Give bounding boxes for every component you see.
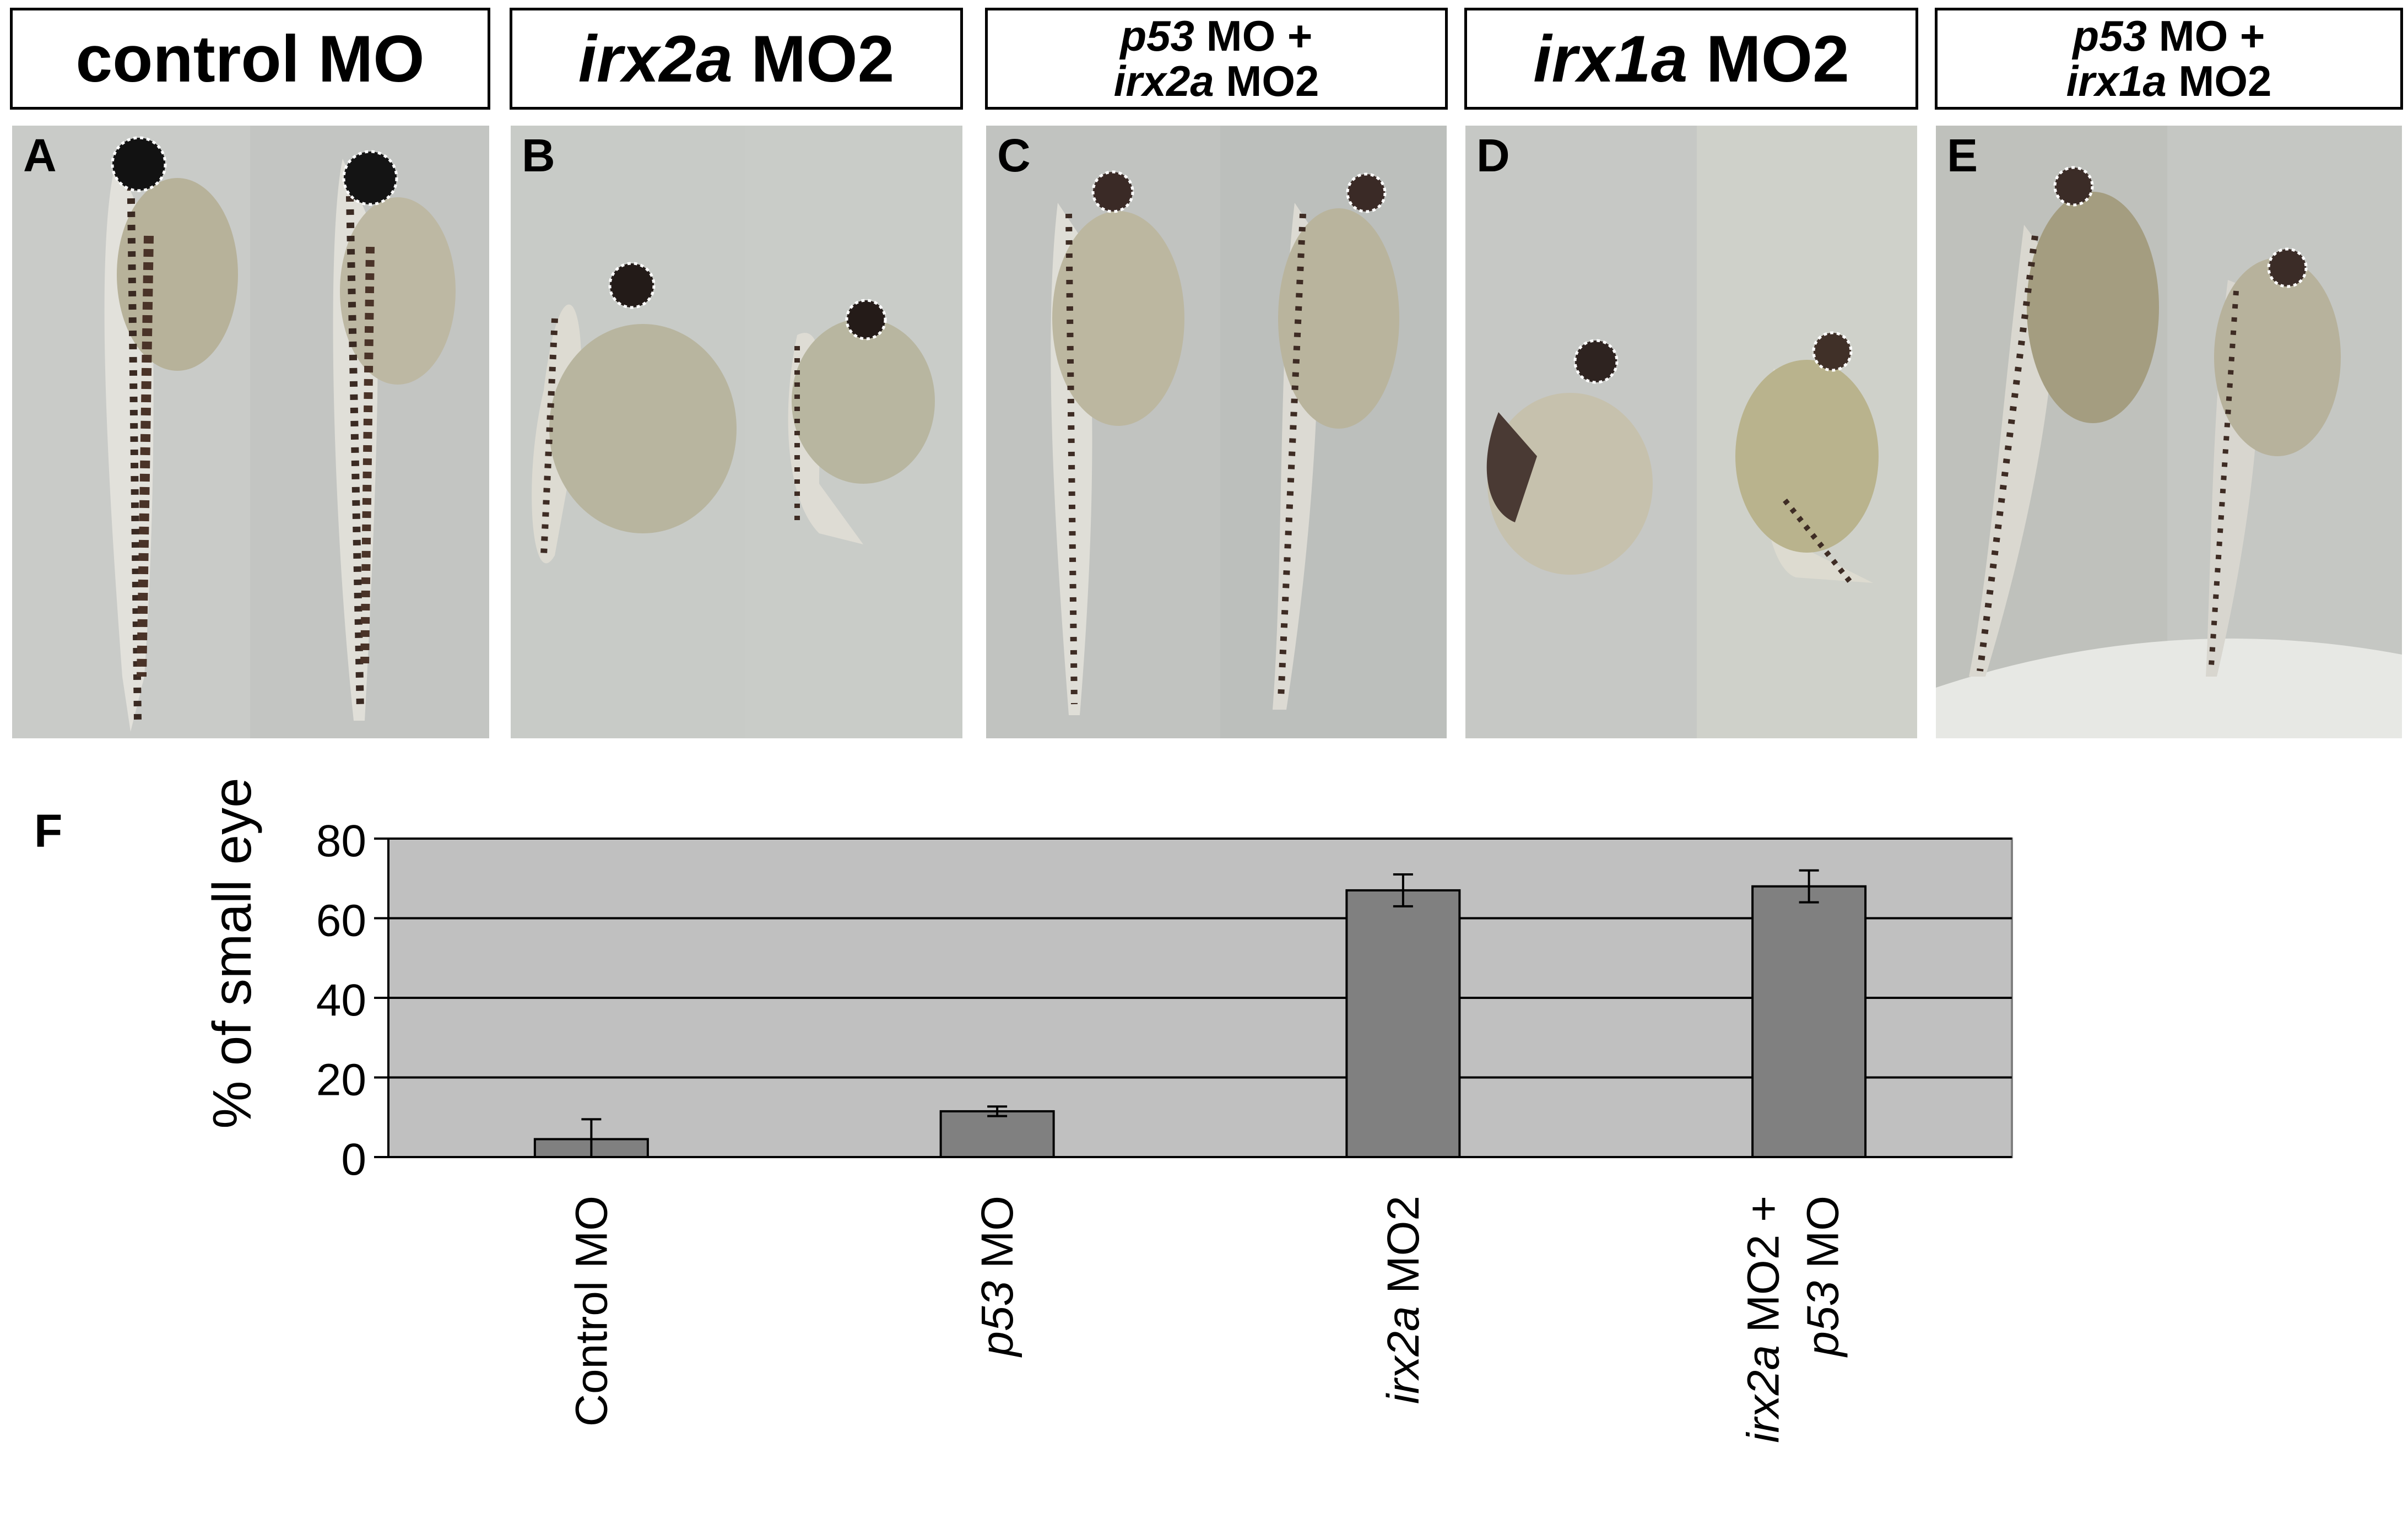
panel-letter: A [23,129,57,181]
title-part: MO2 [2166,56,2272,105]
bar [1345,889,1461,1159]
title-part: p53 [1120,11,1194,60]
title-part: MO2 [1214,56,1319,105]
panel-b-photo: B [511,126,962,738]
panel-letter: E [1947,129,1978,181]
panel-letter-f: F [34,805,63,857]
x-tick-label: irx2a MO2 [1378,1196,1428,1404]
panel-letter: C [997,129,1031,181]
x-tick-label: irx2a MO2 + p53 MO [1739,1196,1848,1443]
panel-b-title: irx2a MO2 [510,8,963,110]
panel-e-title: p53 MO + irx1a MO2 [1935,8,2403,110]
y-axis: 0 20 40 60 80 [316,816,2012,1185]
embryo-image [511,126,962,738]
y-tick-label: 0 [341,1134,366,1185]
panel-a-title-text: control MO [75,26,424,92]
error-bar [1393,873,1413,907]
x-tick-label: Control MO [566,1196,616,1426]
title-part: MO2 [1687,21,1849,96]
panel-e-title-text: p53 MO + irx1a MO2 [2066,11,2272,105]
panel-d-photo: D [1465,126,1917,738]
embryo-image [986,126,1447,738]
plot-area [387,837,2013,1158]
y-tick-label: 20 [316,1055,366,1105]
bars [533,869,1867,1159]
small-eye-bar-chart: 0 20 40 60 80 Control MO p53 MO irx2a MO2 irx2a… [202,777,2013,1443]
panel-c-title: p53 MO + irx2a MO2 [985,8,1448,110]
panel-c-title-text: p53 MO + irx2a MO2 [1113,11,1319,105]
y-tick-label: 40 [316,975,366,1025]
panel-b-title-text: irx2a MO2 [578,26,895,92]
y-tick-label: 60 [316,896,366,946]
x-labels: Control MO p53 MO irx2a MO2 irx2a MO2 + p53 … [566,1196,1848,1443]
error-bar [581,1118,602,1158]
bar [1751,885,1867,1158]
panel-a-photo: A [12,126,489,738]
error-bar [1799,869,1819,904]
title-part: MO + [2146,11,2265,60]
title-part: irx2a [578,21,733,96]
embryo-image [1936,126,2402,738]
panel-c-photo: C [986,126,1447,738]
panel-letter: B [522,129,555,181]
title-part: MO + [1194,11,1313,60]
bar [939,1110,1055,1158]
y-axis-label: % of small eye [202,777,262,1128]
panel-e-photo: E [1936,126,2402,738]
title-part: irx2a [1113,56,1214,105]
error-bar [987,1105,1008,1117]
title-part: irx1a [1533,21,1688,96]
panel-d-title-text: irx1a MO2 [1533,26,1849,92]
panel-d-title: irx1a MO2 [1464,8,1918,110]
x-tick-label: p53 MO [972,1196,1022,1358]
title-part: irx1a [2066,56,2167,105]
title-part: MO2 [732,21,895,96]
panel-letter: D [1476,129,1510,181]
panel-a-title: control MO [10,8,490,110]
y-tick-label: 80 [316,816,366,866]
title-part: p53 [2072,11,2147,60]
embryo-image [12,126,489,738]
embryo-image [1465,126,1917,738]
title-part: control MO [75,21,425,96]
